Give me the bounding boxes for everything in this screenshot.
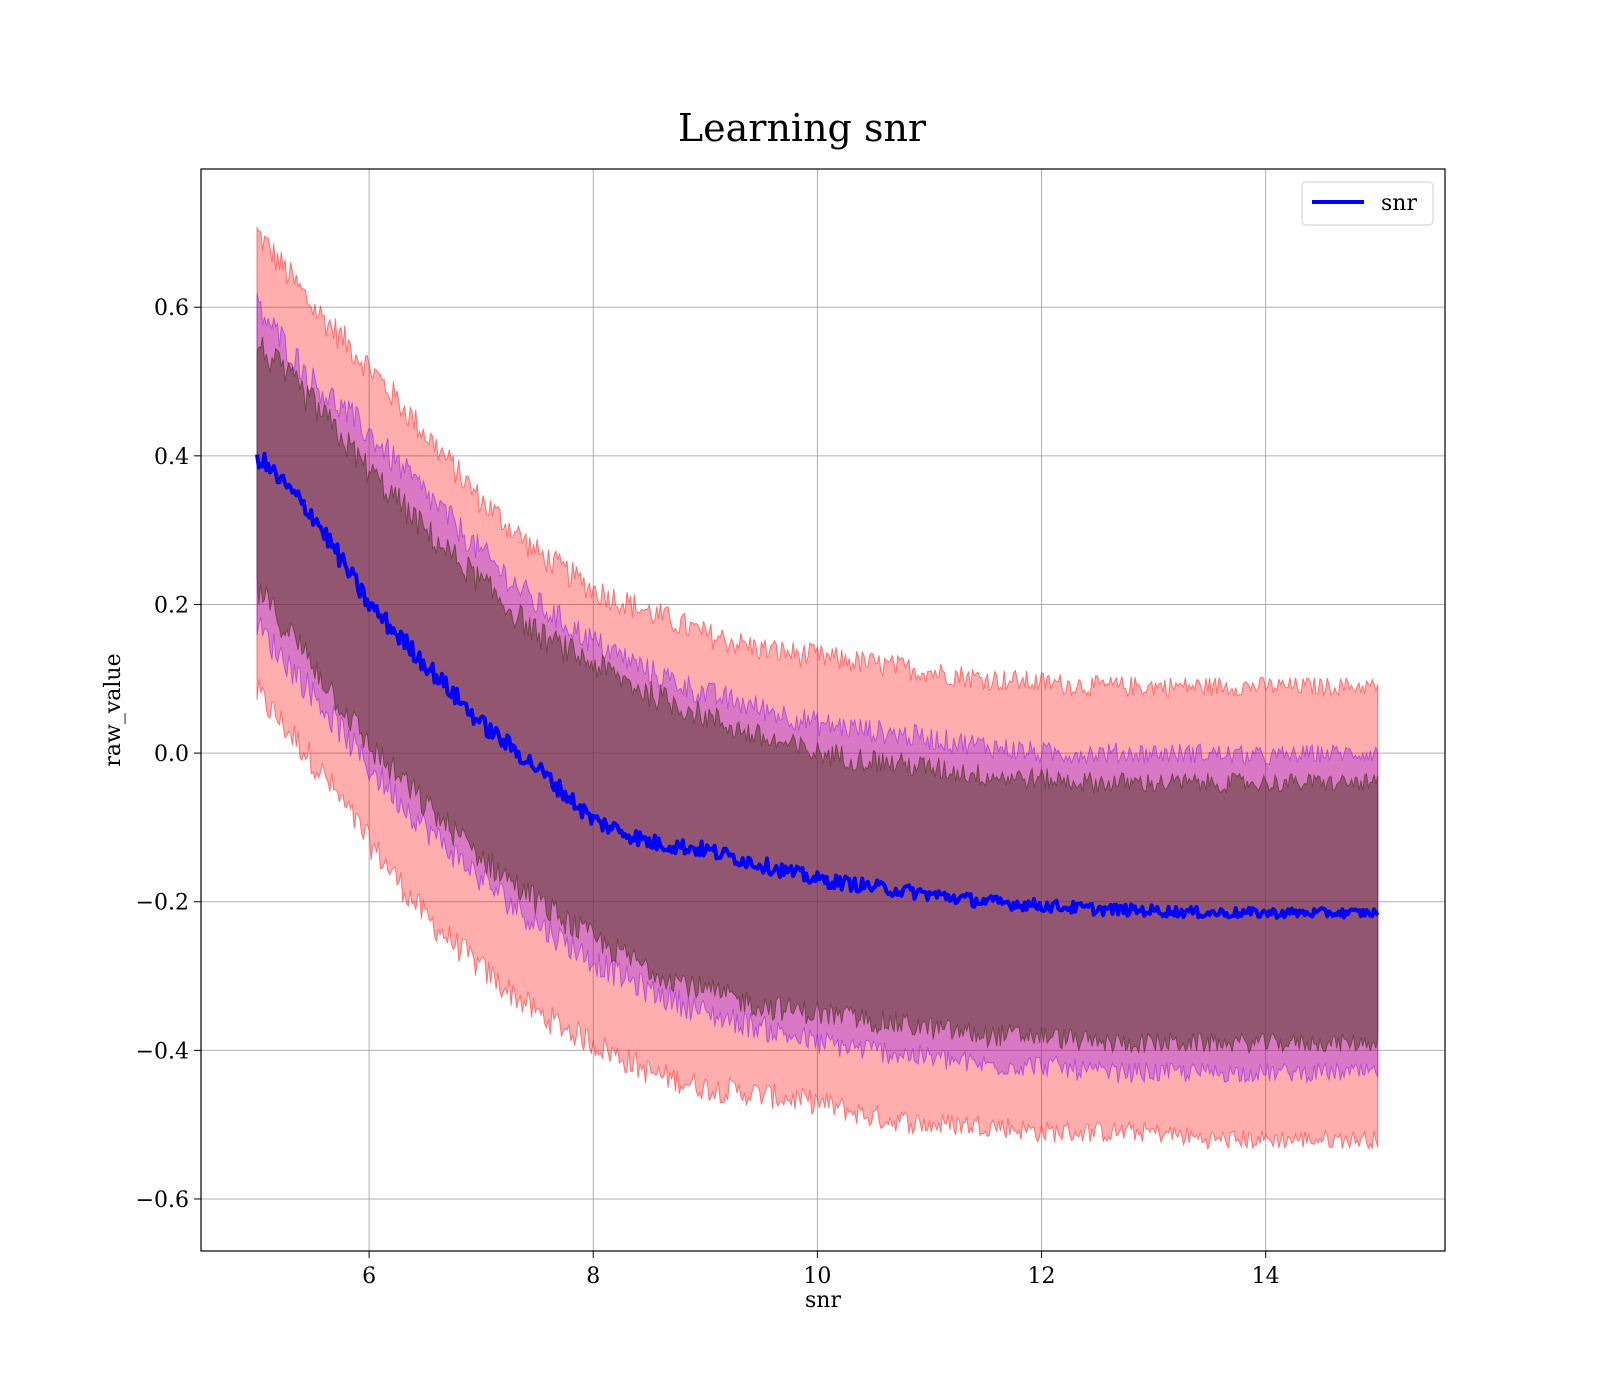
legend-box [1301,181,1434,226]
y-tick-label: −0.2 [136,891,189,916]
x-tick-label: 10 [803,1264,831,1289]
plot-frame [200,168,1446,1252]
y-tick-label: 0.6 [154,296,189,321]
x-tick-label: 12 [1028,1264,1056,1289]
chart-title: Learning snr [678,106,927,150]
series [255,451,1380,920]
confidence-bands [256,225,1379,1151]
y-tick-label: 0.0 [154,742,189,767]
y-axis-ticks: −0.6 −0.4 −0.2 0.0 0.2 0.4 0.6 [136,296,201,1213]
legend: snr [1301,181,1434,226]
y-tick-label: 0.2 [154,593,189,618]
y-tick-label: −0.6 [136,1188,189,1213]
y-axis-label: raw_value [101,653,126,766]
y-tick-label: 0.4 [154,445,189,470]
legend-label: snr [1381,191,1417,216]
x-tick-label: 8 [586,1264,600,1289]
x-axis-ticks: 6 8 10 12 14 [362,1251,1280,1289]
x-tick-label: 14 [1252,1264,1280,1289]
series-line-snr [255,451,1380,920]
x-axis-label: snr [805,1288,841,1313]
x-tick-label: 6 [362,1264,376,1289]
band-inner [256,336,1379,1054]
y-tick-label: −0.4 [136,1039,189,1064]
